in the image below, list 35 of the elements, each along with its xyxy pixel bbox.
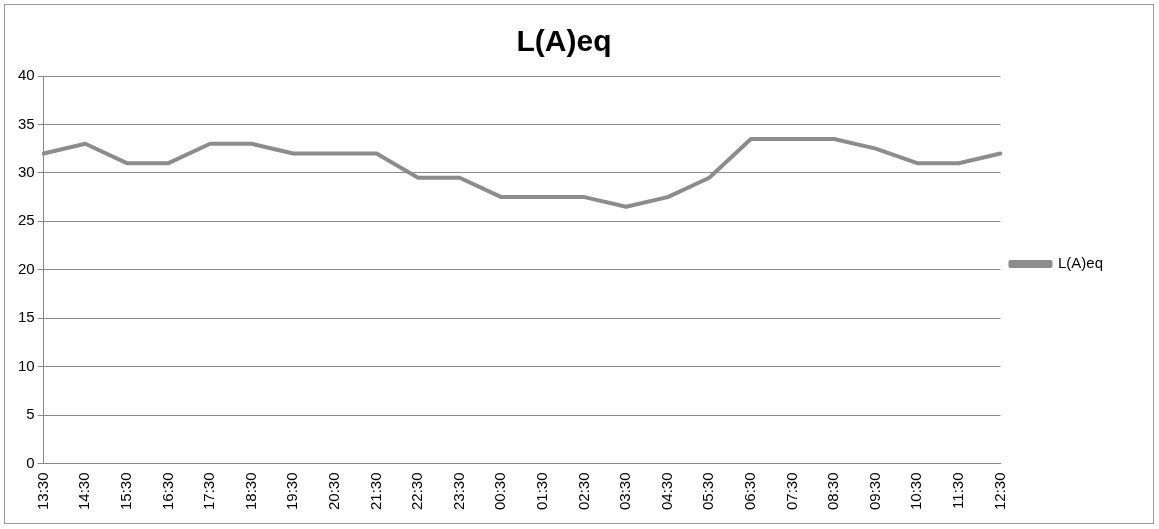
x-tick-label: 03:30 (616, 472, 634, 511)
x-tick-label: 07:30 (782, 472, 800, 511)
y-tick-label: 30 (18, 163, 35, 181)
y-tick-label: 25 (18, 211, 35, 229)
y-tick-label: 5 (26, 405, 35, 423)
x-tick-label: 18:30 (241, 472, 259, 511)
y-tick-label: 20 (18, 259, 35, 277)
x-tick-label: 23:30 (449, 472, 467, 511)
x-tick-label: 11:30 (949, 472, 967, 509)
x-tick-label: 20:30 (325, 472, 343, 511)
x-tick-label: 19:30 (283, 472, 301, 511)
x-tick-label: 22:30 (408, 472, 426, 511)
legend-label: L(A)eq (1057, 254, 1104, 272)
x-tick-label: 13:30 (33, 472, 51, 511)
x-tick-label: 02:30 (574, 472, 592, 511)
y-tick-label: 35 (18, 114, 35, 132)
x-tick-label: 08:30 (824, 472, 842, 511)
x-tick-label: 12:30 (990, 472, 1008, 511)
x-tick-label: 10:30 (907, 472, 925, 511)
x-tick-label: 06:30 (741, 472, 759, 511)
x-tick-label: 17:30 (200, 472, 218, 511)
x-tick-label: 00:30 (491, 472, 509, 511)
x-tick-label: 09:30 (865, 472, 883, 511)
y-tick-label: 15 (18, 308, 35, 326)
x-tick-label: 16:30 (158, 472, 176, 511)
x-tick-label: 01:30 (533, 472, 551, 511)
y-tick-label: 40 (18, 66, 35, 84)
x-tick-label: 21:30 (366, 472, 384, 511)
x-tick-label: 14:30 (75, 472, 93, 511)
x-tick-label: 15:30 (117, 472, 135, 511)
x-tick-label: 05:30 (699, 472, 717, 511)
y-tick-label: 10 (18, 356, 35, 374)
x-tick-label: 04:30 (657, 472, 675, 511)
y-tick-label: 0 (26, 453, 35, 471)
chart-title: L(A)eq (516, 24, 612, 58)
